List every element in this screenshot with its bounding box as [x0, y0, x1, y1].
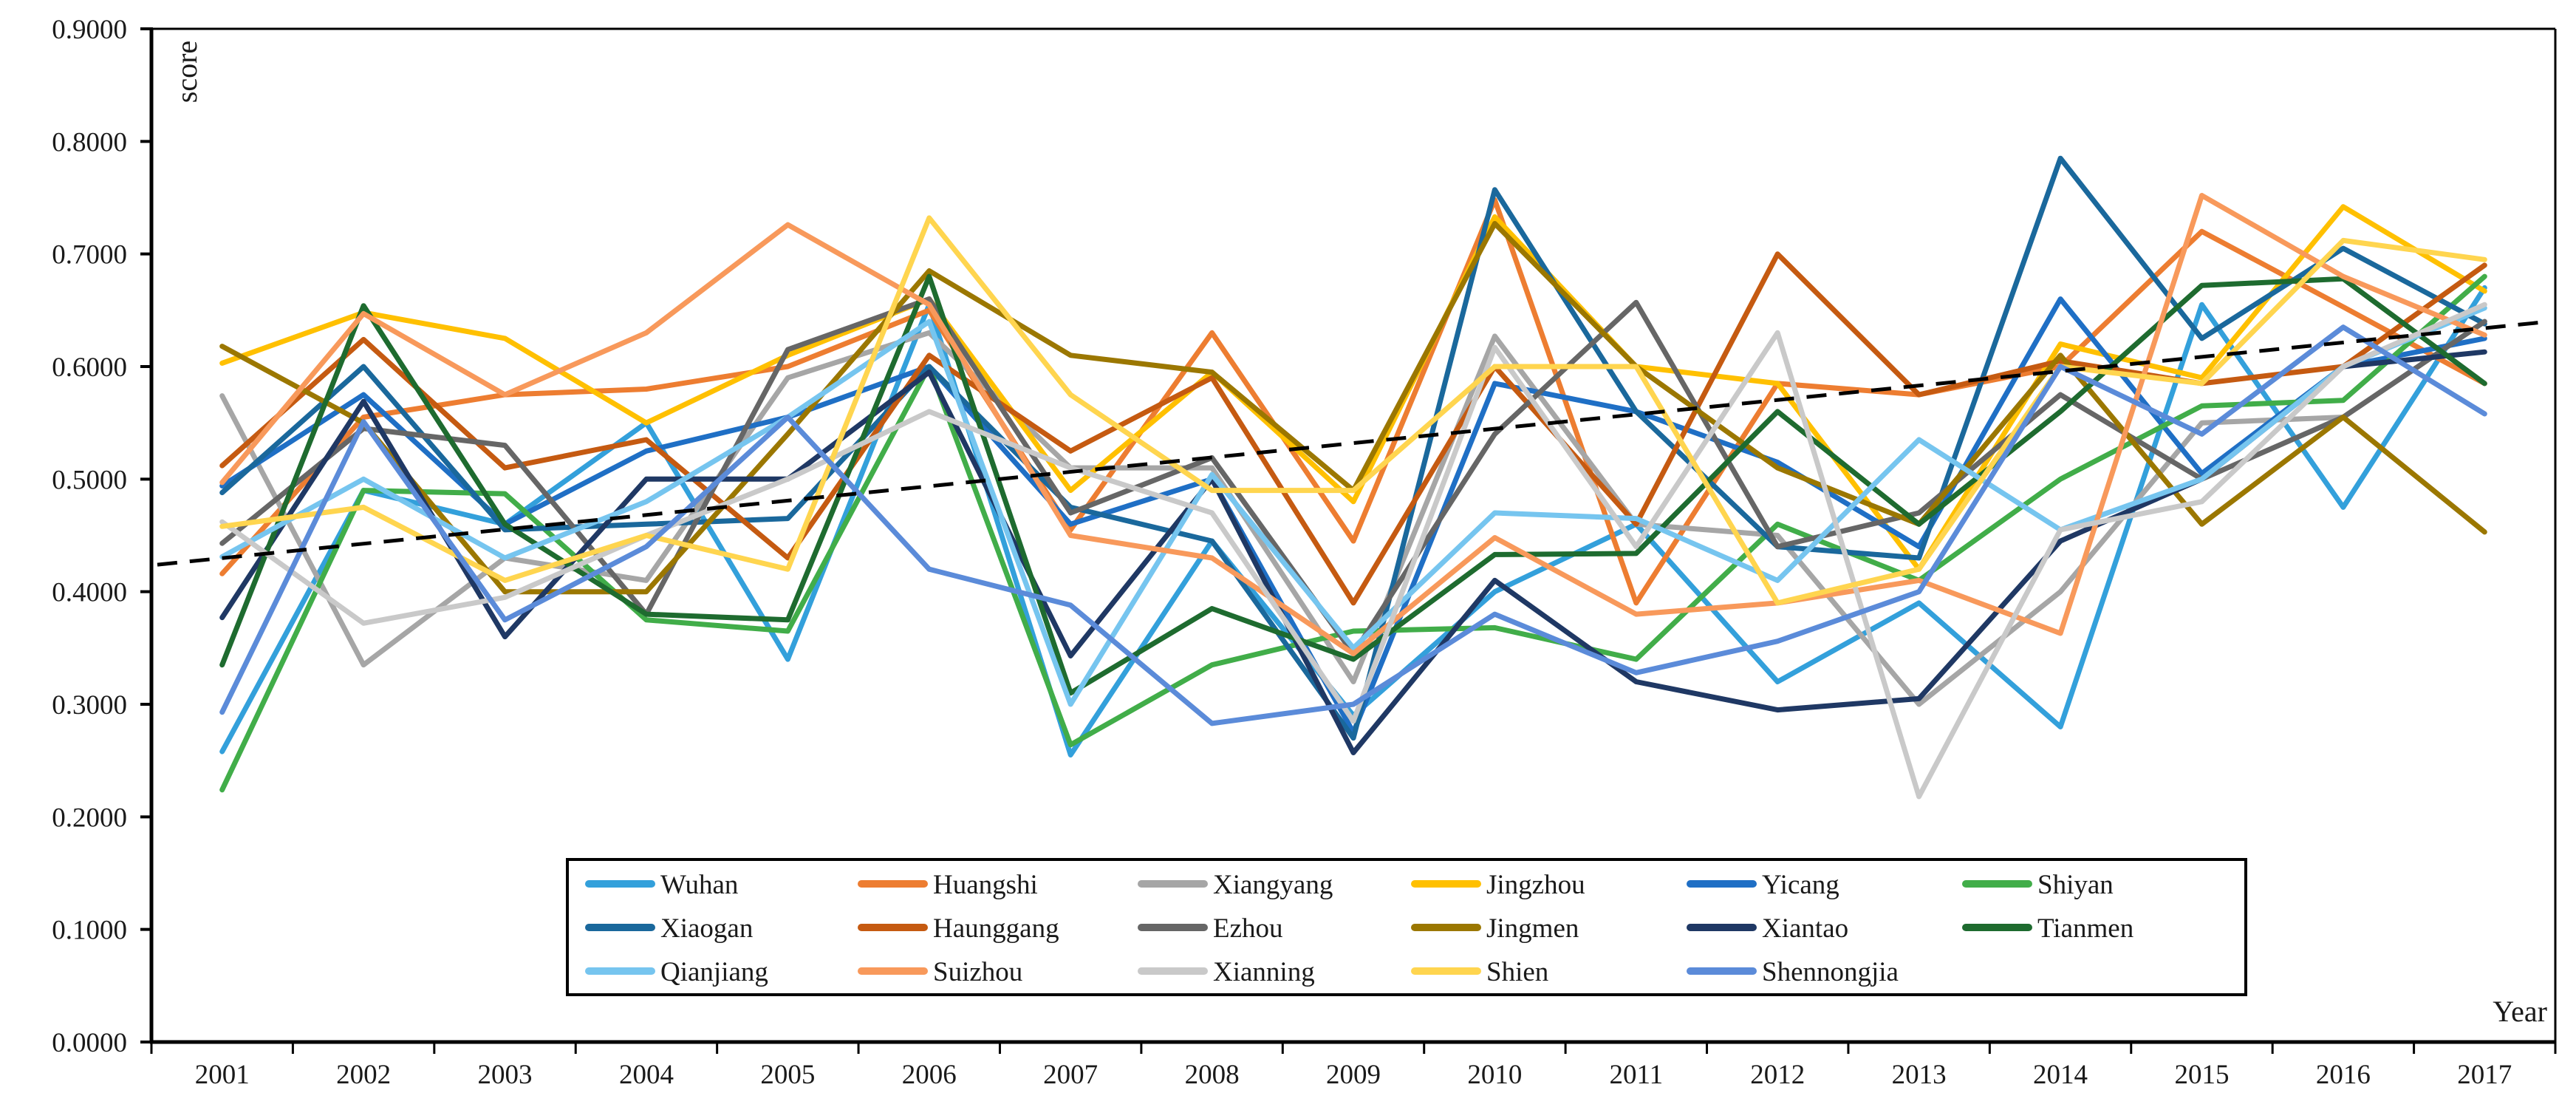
x-axis: 2001 2002 2003 2004 2005 2006 2007 2008 2009 2010… — [150, 1040, 2557, 1090]
x-tick-label: 2013 — [1892, 1060, 1947, 1090]
series-line-wuhan — [219, 285, 2487, 757]
legend-label: Haunggang — [933, 913, 1059, 944]
trend-dashed-line — [157, 319, 2550, 567]
x-tick-label: 2008 — [1185, 1060, 1240, 1090]
y-tick-label: 0.0000 — [52, 1028, 127, 1058]
legend-label: Shiyan — [2037, 870, 2114, 900]
series-line-huangshi — [219, 197, 2487, 606]
y-tick-label: 0.5000 — [52, 465, 127, 495]
x-tick-label: 2014 — [2033, 1060, 2088, 1090]
x-tick-label: 2005 — [760, 1060, 815, 1090]
x-tick-label: 2009 — [1326, 1060, 1381, 1090]
trend-line — [157, 319, 2550, 567]
series-line-shiyan — [219, 273, 2487, 793]
series-line-xiaogan — [219, 155, 2487, 741]
legend-item: Shennongjia — [1687, 957, 1899, 987]
legend-label: Shennongjia — [1762, 957, 1899, 987]
legend-label: Wuhan — [660, 870, 738, 900]
y-tick-label: 0.7000 — [52, 240, 127, 270]
y-tick-label: 0.9000 — [52, 15, 127, 45]
legend-item: Wuhan — [585, 870, 738, 900]
series-line-xiantao — [219, 349, 2487, 755]
series-line-suizhou — [219, 193, 2487, 656]
legend-label: Suizhou — [933, 957, 1022, 987]
legend-item: Yicang — [1687, 870, 1839, 900]
x-tick-label: 2010 — [1467, 1060, 1522, 1090]
x-tick-label: 2015 — [2174, 1060, 2229, 1090]
x-tick-label: 2001 — [195, 1060, 250, 1090]
x-tick-label: 2006 — [902, 1060, 957, 1090]
x-axis-title: Year — [2493, 995, 2547, 1028]
legend-item: Xianning — [1138, 957, 1315, 987]
x-tick-label: 2012 — [1750, 1060, 1805, 1090]
legend-label: Xiangyang — [1213, 870, 1333, 900]
legend-item: Jingzhou — [1411, 870, 1585, 900]
legend-label: Ezhou — [1213, 913, 1283, 944]
legend-label: Huangshi — [933, 870, 1038, 900]
plot-border — [151, 27, 2557, 1042]
y-tick-label: 0.8000 — [52, 127, 127, 157]
legend-item: Ezhou — [1138, 913, 1283, 944]
legend-item: Shiyan — [1962, 870, 2114, 900]
legend-label: Xianning — [1213, 957, 1315, 987]
legend-label: Jingzhou — [1486, 870, 1585, 900]
legend-item: Xiangyang — [1138, 870, 1333, 900]
x-tick-label: 2016 — [2316, 1060, 2371, 1090]
x-tick-label: 2002 — [336, 1060, 391, 1090]
legend: Wuhan Huangshi Xiangyang Jingzhou Yicang Shiy… — [566, 858, 2247, 996]
y-tick-label: 0.6000 — [52, 353, 127, 383]
y-tick-label: 0.1000 — [52, 916, 127, 946]
legend-item: Jingmen — [1411, 913, 1579, 944]
legend-item: Shien — [1411, 957, 1548, 987]
x-tick-label: 2007 — [1043, 1060, 1098, 1090]
legend-label: Tianmen — [2037, 913, 2133, 944]
y-tick-label: 0.3000 — [52, 690, 127, 721]
y-axis: 0.0000 0.1000 0.2000 0.3000 0.4000 0.5000 0.60… — [52, 15, 154, 1058]
legend-item: Haunggang — [858, 913, 1059, 944]
x-tick-label: 2003 — [478, 1060, 533, 1090]
legend-item: Xiaogan — [585, 913, 753, 944]
series-lines — [219, 155, 2487, 800]
x-tick-label: 2004 — [619, 1060, 674, 1090]
legend-label: Xiantao — [1762, 913, 1848, 944]
legend-item: Huangshi — [858, 870, 1038, 900]
y-tick-label: 0.4000 — [52, 578, 127, 608]
legend-label: Jingmen — [1486, 913, 1579, 944]
legend-label: Shien — [1486, 957, 1548, 987]
legend-item: Suizhou — [858, 957, 1022, 987]
series-line-xianning — [219, 302, 2487, 800]
legend-label: Xiaogan — [660, 913, 753, 944]
y-tick-label: 0.2000 — [52, 803, 127, 833]
series-line-haunggang — [219, 251, 2487, 606]
legend-label: Yicang — [1762, 870, 1839, 900]
legend-item: Qianjiang — [585, 957, 768, 987]
legend-label: Qianjiang — [660, 957, 768, 987]
y-axis-title: score — [170, 41, 203, 103]
legend-item: Xiantao — [1687, 913, 1848, 944]
series-line-tianmen — [219, 273, 2487, 696]
x-tick-label: 2011 — [1610, 1060, 1664, 1090]
series-line-shien — [219, 215, 2487, 606]
series-line-shennongjia — [219, 324, 2487, 726]
x-tick-label: 2017 — [2457, 1060, 2512, 1090]
legend-item: Tianmen — [1962, 913, 2133, 944]
series-line-qianjiang — [219, 305, 2487, 707]
